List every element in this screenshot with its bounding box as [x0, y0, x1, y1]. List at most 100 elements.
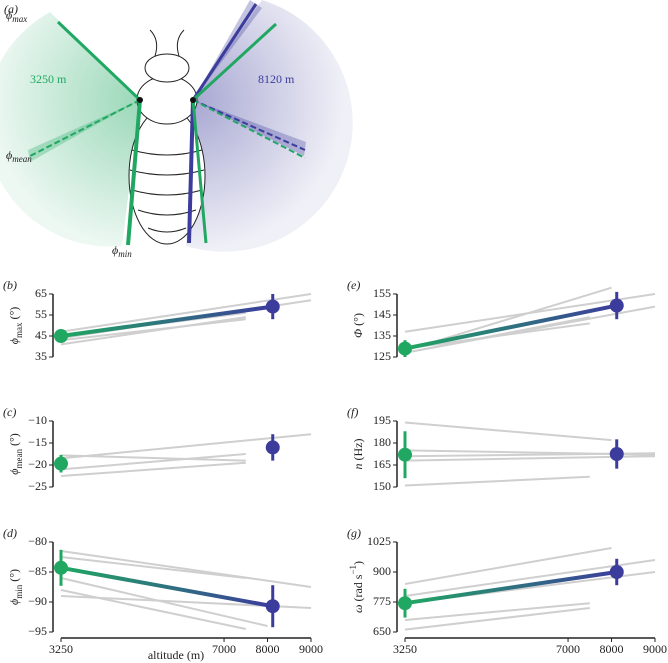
y-tick-label: −80	[28, 534, 47, 548]
y-tick-label: −25	[28, 479, 47, 493]
mean-point	[609, 447, 624, 461]
y-axis-label: ϕmin (°)	[7, 569, 24, 605]
max-line	[56, 20, 142, 102]
individual-line	[60, 318, 246, 342]
label-part: (°)	[7, 433, 21, 449]
segments	[129, 149, 205, 233]
y-tick-label: 195	[373, 413, 391, 427]
label-part: n	[351, 463, 365, 469]
panel: (e) 125 135 145 155 Φ (°)	[347, 278, 656, 363]
symbol: ϕ	[6, 8, 12, 22]
min-line	[126, 99, 142, 246]
thorax	[136, 75, 198, 125]
sub: min	[118, 249, 132, 259]
panel-label: (e)	[347, 278, 360, 292]
mean-point	[265, 599, 280, 614]
mean-point	[398, 447, 412, 462]
y-tick-label: −90	[28, 594, 47, 608]
panel: (b) 35 45 55 65 ϕmax (°)	[3, 278, 312, 363]
sub: mean	[12, 154, 32, 164]
left-sweep	[0, 12, 140, 247]
head	[144, 53, 190, 83]
mean-line	[192, 99, 306, 151]
mean-line	[404, 570, 618, 606]
x-tick-label: 8000	[256, 642, 280, 656]
individual-line	[60, 316, 246, 346]
y-tick-label: 65	[35, 286, 47, 300]
individual-line	[404, 475, 590, 487]
individual-line	[60, 550, 312, 588]
panel-label: (d)	[3, 526, 17, 540]
label-part: (rad s	[351, 574, 365, 604]
individual-line	[404, 607, 590, 631]
y-tick-label: 150	[373, 479, 391, 493]
low-altitude-label: 3250 m	[30, 72, 67, 86]
y-tick-label: 135	[373, 328, 391, 342]
x-tick-label: 9000	[643, 642, 667, 656]
y-tick-label: −10	[28, 413, 47, 427]
phi-mean-label: ϕmean	[6, 148, 32, 164]
min-line	[191, 99, 208, 244]
panel-label: (b)	[3, 278, 17, 292]
mean-point	[54, 560, 68, 575]
label-part: (°)	[7, 307, 21, 323]
phi-max-label: ϕmax	[6, 8, 27, 24]
mean-line	[192, 99, 306, 159]
y-tick-label: 900	[373, 564, 391, 578]
right-sweep	[186, 0, 353, 252]
label-part: (Hz)	[351, 439, 365, 464]
label-part: min	[14, 584, 24, 599]
y-tick-label: 35	[35, 349, 47, 363]
y-tick-label: 180	[373, 435, 391, 449]
phi-min-label: ϕmin	[112, 243, 132, 259]
mean-line	[404, 303, 618, 351]
y-tick-label: 155	[373, 286, 391, 300]
x-tick-label: 3250	[393, 642, 417, 656]
individual-line	[60, 433, 312, 460]
label-part: ϕ	[7, 469, 21, 475]
label-part: (°)	[7, 569, 21, 585]
pivot	[137, 97, 143, 103]
panel-label: (g)	[347, 526, 361, 540]
individual-line	[404, 316, 590, 354]
individual-line	[404, 421, 612, 442]
mean-point	[54, 329, 68, 343]
individual-line	[404, 322, 590, 350]
individual-line	[60, 556, 246, 579]
label-part: (°)	[351, 313, 365, 329]
mean-line	[29, 99, 141, 157]
min-line	[187, 99, 195, 244]
symbol: ϕ	[6, 148, 12, 162]
label-part: )	[351, 561, 365, 565]
y-tick-label: −85	[28, 564, 47, 578]
individual-line	[60, 589, 246, 630]
pivot	[190, 97, 196, 103]
y-tick-label: −15	[28, 435, 47, 449]
max-line	[191, 3, 258, 101]
y-axis-label: Φ (°)	[351, 313, 365, 338]
panel-label: (f)	[347, 405, 358, 419]
y-tick-label: 1025	[367, 534, 391, 548]
y-tick-label: 145	[373, 307, 391, 321]
y-tick-label: −20	[28, 457, 47, 471]
x-tick-label: 7000	[556, 642, 580, 656]
label-part: mean	[14, 449, 24, 469]
y-tick-label: 165	[373, 457, 391, 471]
mean-point	[54, 456, 68, 471]
label-part: ϕ	[7, 599, 21, 605]
panel: (d) −95 −90 −85 −80 ϕmin (°) 3250 7000 8000 9000 a…	[3, 526, 323, 662]
label-part: ϕ	[7, 338, 21, 344]
symbol: ϕ	[112, 243, 118, 257]
panel: (f) 150 165 180 195 n (Hz)	[347, 405, 656, 493]
mean-point	[265, 299, 280, 314]
mean-line	[60, 565, 274, 609]
mean-point	[398, 596, 412, 611]
y-axis-label: ϕmean (°)	[7, 433, 24, 475]
label-part: max	[14, 322, 24, 338]
y-axis-label: ω (rad s−1)	[348, 561, 365, 613]
y-axis-label: ϕmax (°)	[7, 307, 24, 345]
y-axis-label: n (Hz)	[351, 439, 365, 470]
max-line	[191, 22, 278, 102]
